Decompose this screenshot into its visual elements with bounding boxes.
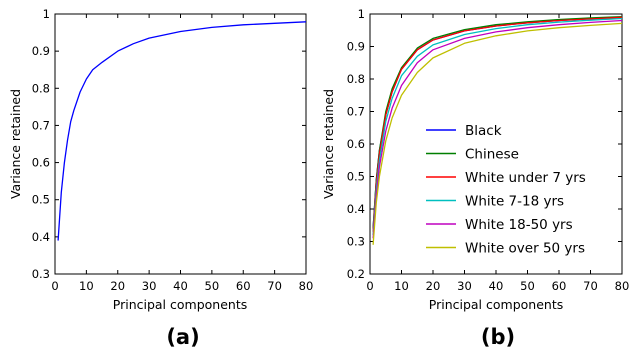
y-tick-label: 0.4 [32,230,50,244]
series-line [372,19,623,239]
x-tick-label: 0 [51,279,58,293]
plot-frame [54,13,307,275]
x-tick-label: 30 [142,279,157,293]
x-axis-label: Principal components [429,297,563,312]
plot-frame [369,13,623,275]
legend-label: White 18-50 yrs [465,217,573,233]
y-tick-label: 1 [358,7,365,21]
y-tick-label: 0.6 [32,156,50,170]
legend-label: Chinese [465,147,519,163]
legend-label: White over 50 yrs [465,241,585,257]
y-tick-label: 0.8 [32,81,50,95]
y-tick-label: 0.8 [347,72,365,86]
x-tick-label: 40 [173,279,188,293]
chart-panel-a: Principal components Variance retained (… [8,7,313,349]
x-tick-label: 10 [394,279,409,293]
y-tick-label: 0.7 [32,118,50,132]
y-tick-label: 0.2 [347,267,365,281]
legend-label: White 7-18 yrs [465,194,564,210]
y-tick-label: 0.9 [32,44,50,58]
y-tick-label: 0.3 [347,235,365,249]
x-tick-label: 40 [489,279,504,293]
x-tick-label: 60 [552,279,567,293]
x-tick-label: 0 [366,279,373,293]
series-line [372,22,623,245]
x-tick-label: 70 [267,279,282,293]
x-axis-label: Principal components [113,297,247,312]
y-axis-label: Variance retained [321,89,336,199]
x-tick-label: 70 [583,279,598,293]
x-tick-label: 50 [205,279,220,293]
y-axis-label: Variance retained [8,89,23,199]
y-tick-label: 0.6 [347,137,365,151]
legend-label: Black [465,123,502,139]
y-tick-label: 0.4 [347,202,365,216]
x-tick-label: 50 [520,279,535,293]
panel-label: (a) [166,325,199,349]
x-tick-label: 20 [110,279,125,293]
y-tick-label: 1 [43,7,50,21]
y-tick-label: 0.7 [347,105,365,119]
x-tick-label: 30 [457,279,472,293]
x-tick-label: 80 [615,279,630,293]
series-line [372,16,623,232]
y-tick-label: 0.5 [347,170,365,184]
chart-panel-b: Principal components Variance retained (… [321,7,629,349]
legend-label: White under 7 yrs [465,170,586,186]
y-tick-label: 0.9 [347,40,365,54]
x-tick-label: 10 [79,279,94,293]
y-tick-label: 0.5 [32,193,50,207]
x-tick-label: 60 [236,279,251,293]
panel-label: (b) [481,325,515,349]
x-tick-label: 20 [426,279,441,293]
series-line [372,17,623,236]
x-tick-label: 80 [299,279,314,293]
series-line [57,21,307,241]
y-tick-label: 0.3 [32,267,50,281]
